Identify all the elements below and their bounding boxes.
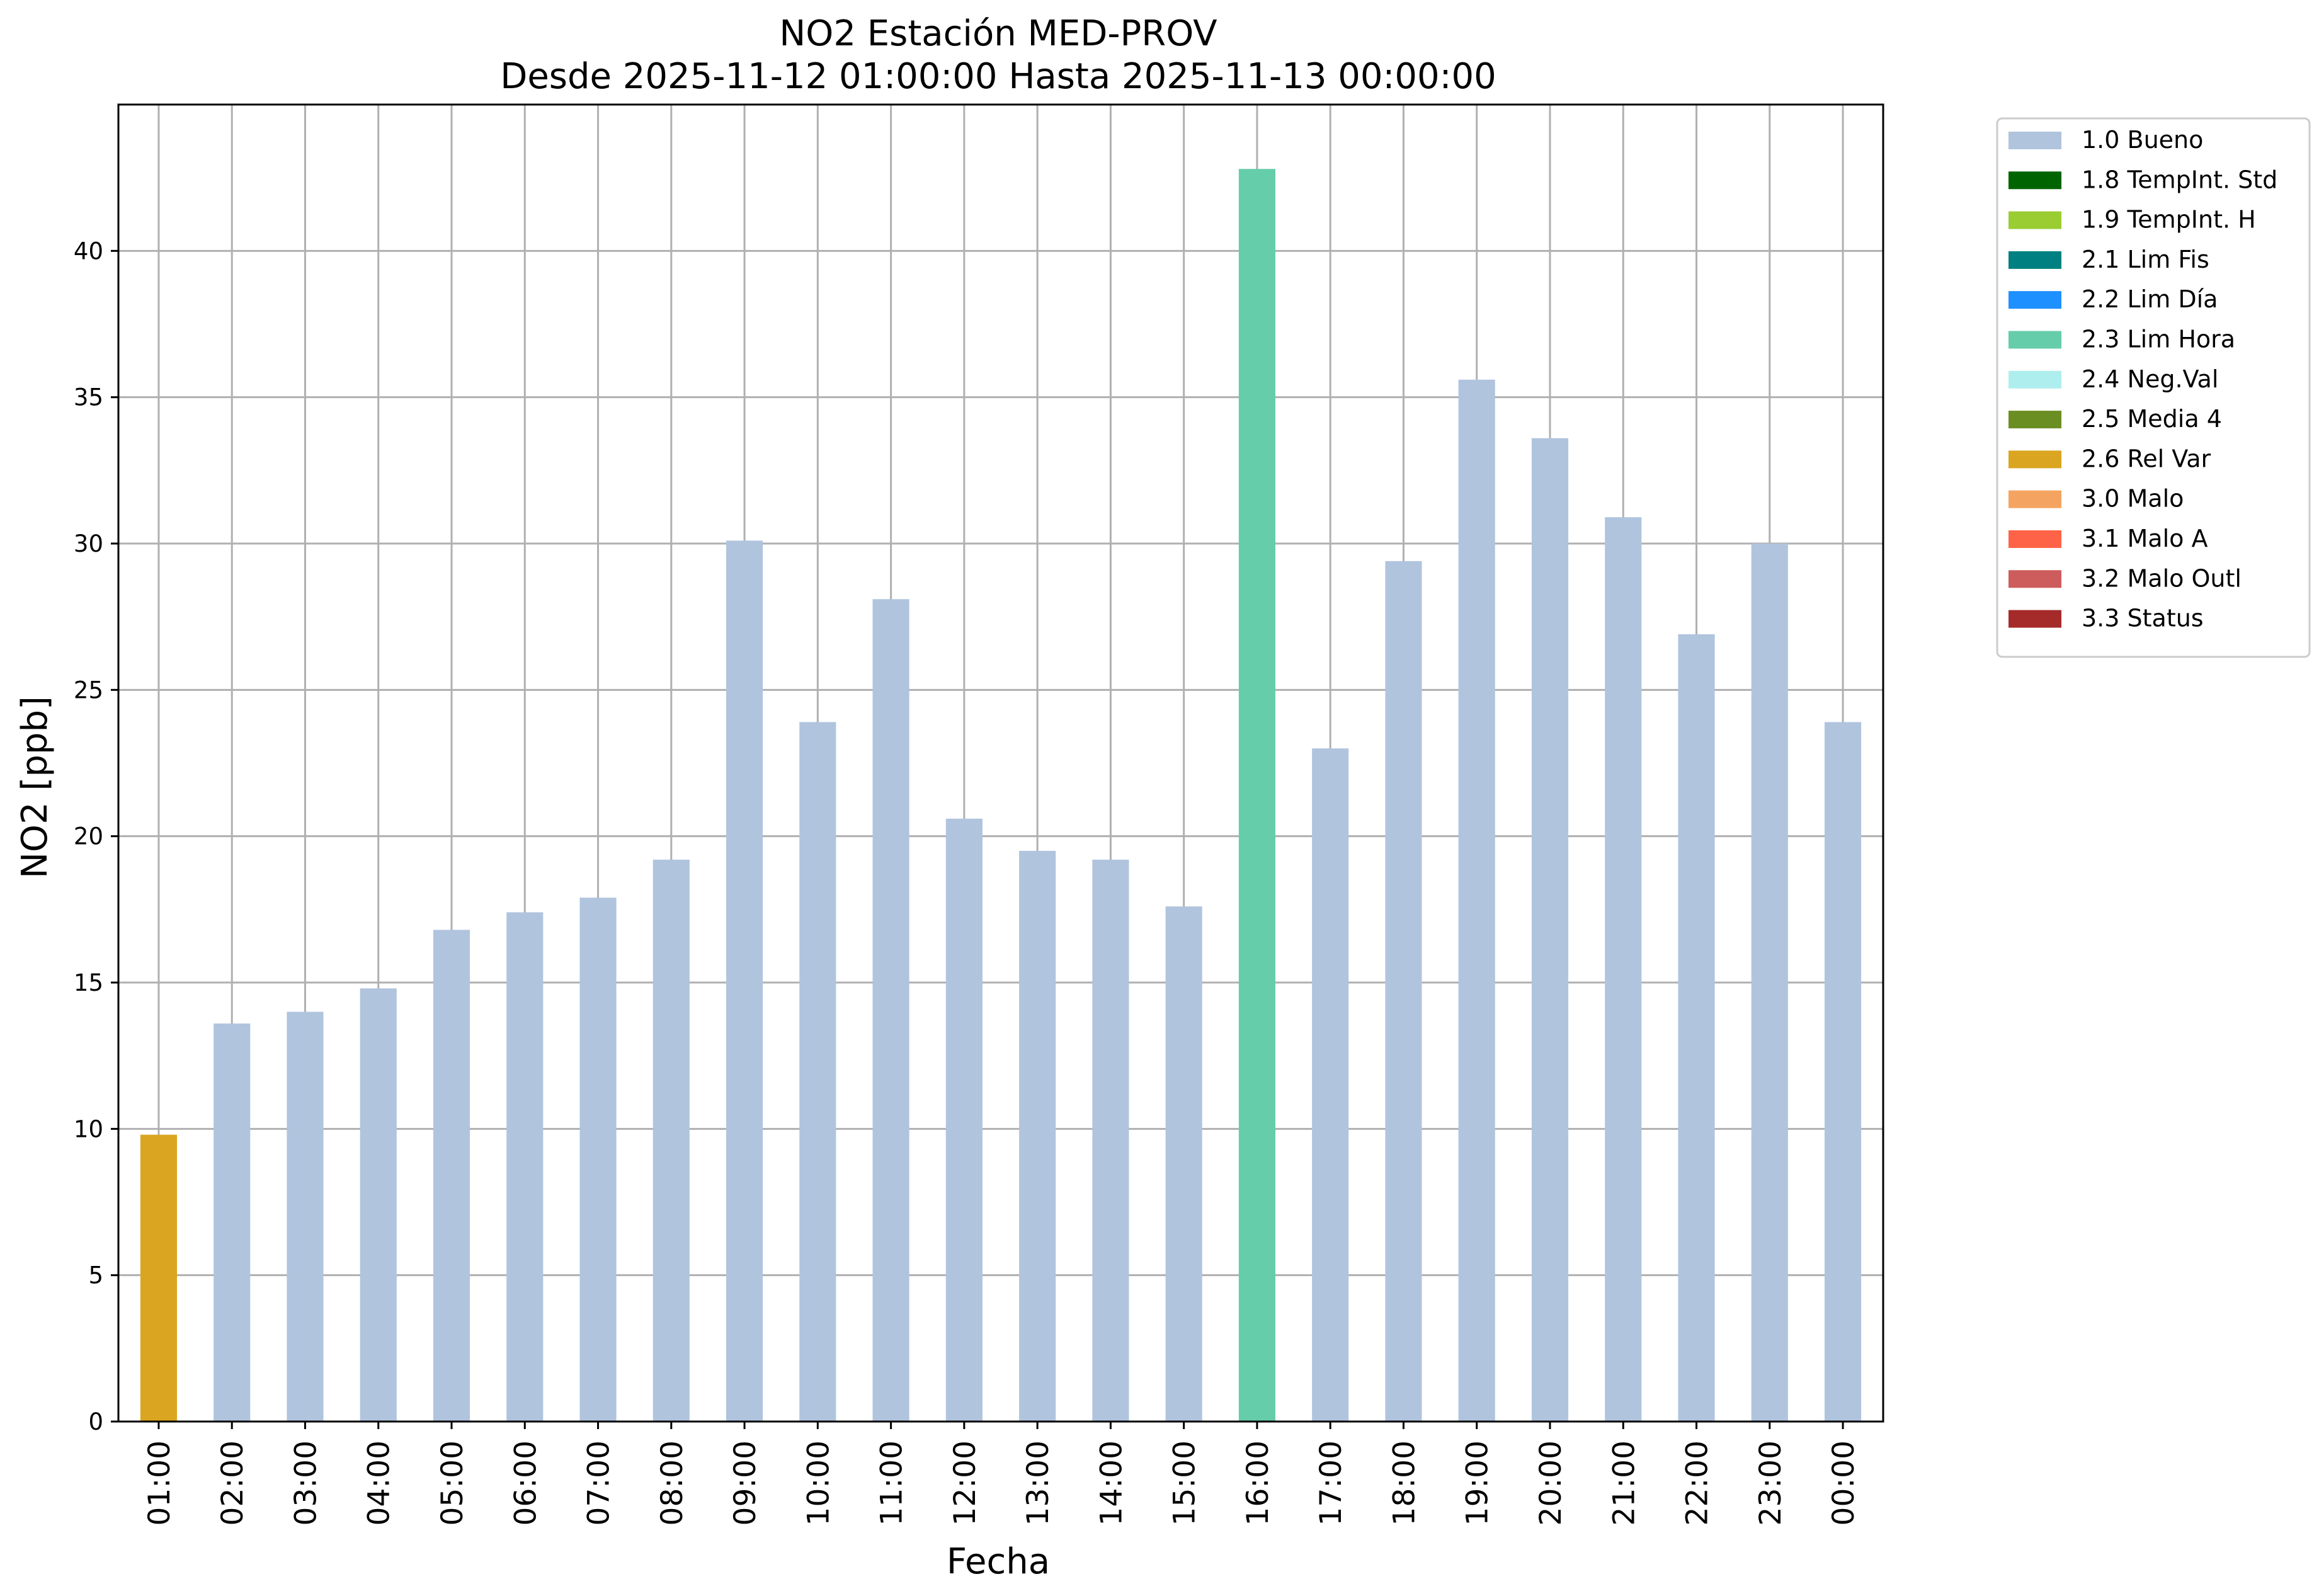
bar-0400	[360, 988, 397, 1422]
legend-label: 2.1 Lim Fis	[2082, 246, 2209, 273]
bar-1500	[1165, 906, 1202, 1422]
y-tick-label: 0	[88, 1408, 103, 1435]
legend-swatch-3-1	[2008, 530, 2061, 548]
legend-swatch-2-3	[2008, 331, 2061, 349]
bar-0300	[287, 1012, 324, 1422]
y-tick-label: 5	[88, 1262, 103, 1289]
legend-swatch-1-9	[2008, 211, 2061, 229]
x-tick-label: 06:00	[508, 1440, 543, 1525]
legend-label: 3.2 Malo Outl	[2082, 564, 2242, 592]
bar-1400	[1092, 859, 1129, 1422]
legend-label: 2.4 Neg.Val	[2082, 365, 2218, 393]
bar-1900	[1458, 379, 1495, 1422]
legend-label: 1.9 TempInt. H	[2082, 206, 2256, 234]
x-tick-label: 13:00	[1021, 1440, 1056, 1525]
bar-0800	[652, 859, 690, 1422]
x-tick-label: 23:00	[1753, 1440, 1788, 1525]
x-tick-label: 21:00	[1607, 1440, 1641, 1525]
y-tick-label: 20	[74, 823, 103, 850]
bar-2300	[1751, 544, 1788, 1422]
x-tick-label: 08:00	[655, 1440, 690, 1525]
bar-1800	[1385, 561, 1422, 1422]
bar-2000	[1531, 438, 1569, 1422]
x-tick-label: 09:00	[728, 1440, 763, 1525]
y-tick-label: 25	[74, 676, 103, 704]
bar-1200	[945, 818, 983, 1422]
x-tick-label: 22:00	[1680, 1440, 1715, 1525]
x-tick-label: 02:00	[215, 1440, 250, 1525]
bar-0200	[214, 1023, 251, 1422]
legend-label: 2.2 Lim Día	[2082, 285, 2218, 313]
plot-area-frame	[117, 103, 1884, 1423]
bars	[140, 169, 1862, 1422]
x-tick-label: 04:00	[362, 1440, 397, 1525]
legend-swatch-2-6	[2008, 450, 2061, 469]
x-tick-label: 07:00	[582, 1440, 617, 1525]
x-tick-label: 17:00	[1314, 1440, 1348, 1525]
bar-2100	[1605, 517, 1642, 1422]
x-tick-label: 10:00	[801, 1440, 836, 1525]
bar-1600	[1238, 169, 1275, 1422]
x-tick-label: 15:00	[1168, 1440, 1202, 1525]
x-tick-label: 01:00	[142, 1440, 177, 1525]
x-tick-label: 20:00	[1534, 1440, 1568, 1525]
chart-subtitle: Desde 2025-11-12 01:00:00 Hasta 2025-11-…	[500, 56, 1496, 97]
legend-label: 1.0 Bueno	[2082, 126, 2203, 154]
legend-swatch-2-4	[2008, 370, 2061, 389]
y-axis-label: NO2 [ppb]	[14, 696, 55, 879]
bar-1100	[872, 599, 909, 1422]
x-axis-ticks: 01:00 02:00 03:00 04:00 05:00 06:00 07:00 08:00…	[142, 1422, 1861, 1525]
legend-box	[1996, 117, 2311, 658]
x-tick-label: 12:00	[948, 1440, 983, 1525]
legend-swatch-1-8	[2008, 171, 2061, 190]
bar-0500	[433, 930, 470, 1422]
legend-label: 3.3 Status	[2082, 605, 2204, 632]
x-tick-label: 19:00	[1461, 1440, 1495, 1525]
y-tick-label: 15	[74, 969, 103, 996]
y-tick-label: 40	[74, 237, 103, 265]
legend-label: 2.6 Rel Var	[2082, 445, 2211, 472]
bar-1700	[1312, 748, 1349, 1422]
legend-swatch-2-1	[2008, 251, 2061, 269]
y-tick-label: 30	[74, 530, 103, 557]
bar-1000	[799, 722, 836, 1422]
y-axis-ticks: 0 5 10 15 20 25 30 35 40	[74, 237, 118, 1435]
x-tick-label: 16:00	[1241, 1440, 1275, 1525]
legend-label: 3.1 Malo A	[2082, 525, 2208, 552]
bar-0900	[726, 540, 763, 1422]
x-tick-label: 18:00	[1387, 1440, 1422, 1525]
bar-0100	[140, 1134, 178, 1422]
bar-1300	[1019, 850, 1056, 1422]
bar-0600	[506, 912, 544, 1422]
x-tick-label: 05:00	[435, 1440, 470, 1525]
legend-label: 1.8 TempInt. Std	[2082, 166, 2277, 193]
legend-label: 2.5 Media 4	[2082, 405, 2222, 433]
legend-swatch-3-0	[2008, 490, 2061, 508]
bar-0700	[579, 898, 617, 1422]
x-tick-label: 11:00	[875, 1440, 909, 1525]
legend: 1.0 Bueno 1.8 TempInt. Std 1.9 TempInt. H 2…	[1996, 117, 2311, 658]
x-axis-label: Fecha	[947, 1541, 1050, 1582]
legend-swatch-3-2	[2008, 570, 2061, 588]
legend-label: 2.3 Lim Hora	[2082, 326, 2235, 353]
legend-swatch-2-2	[2008, 291, 2061, 309]
x-tick-label: 03:00	[288, 1440, 323, 1525]
x-tick-label: 14:00	[1094, 1440, 1129, 1525]
chart-title: NO2 Estación MED-PROV	[779, 13, 1217, 54]
y-tick-label: 35	[74, 384, 103, 411]
legend-swatch-1-0	[2008, 132, 2061, 149]
x-tick-label: 00:00	[1826, 1440, 1861, 1525]
bar-2200	[1678, 634, 1715, 1422]
bar-0000	[1824, 722, 1862, 1422]
y-tick-label: 10	[74, 1115, 103, 1143]
legend-label: 3.0 Malo	[2082, 485, 2184, 513]
legend-swatch-2-5	[2008, 411, 2061, 429]
legend-swatch-3-3	[2008, 610, 2061, 628]
